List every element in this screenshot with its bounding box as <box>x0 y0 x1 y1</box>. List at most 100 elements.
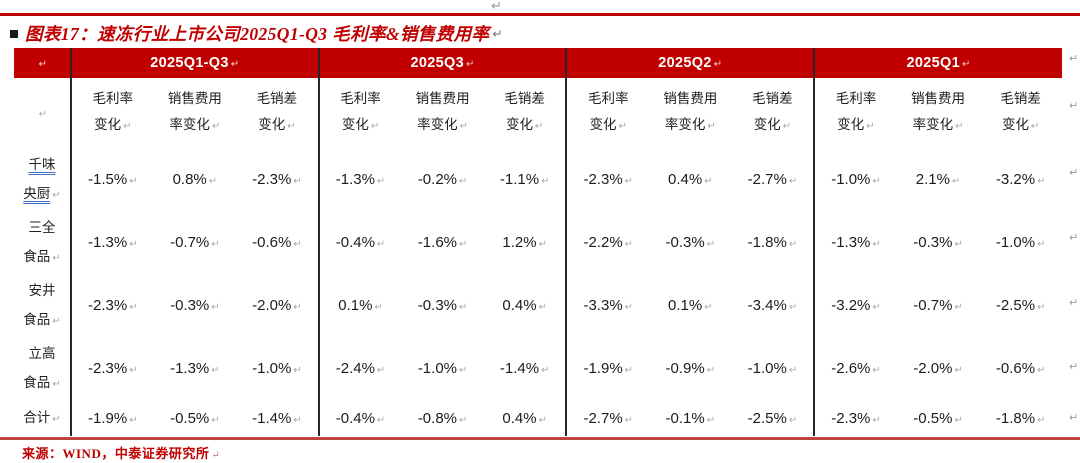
paragraph-mark-icon: ↵ <box>376 176 386 187</box>
value-cell: -1.0% ↵ <box>979 211 1062 274</box>
value-cell: -2.0% ↵ <box>236 274 319 337</box>
value-cell: -0.8% ↵ <box>401 400 484 436</box>
value-text: -0.8% <box>417 409 457 427</box>
value-cell: -0.2% ↵ <box>401 148 484 211</box>
quarter-header-2025q3: 2025Q3 ↵ <box>317 48 567 78</box>
value-text: 0.1% <box>338 297 373 314</box>
value-cell: -2.3% ↵ <box>813 400 897 436</box>
paragraph-mark-icon: ↵ <box>459 414 468 426</box>
paragraph-mark-icon: ↵ <box>955 121 964 132</box>
paragraph-mark-icon: ↵ <box>211 414 220 426</box>
value-cell: -0.7% ↵ <box>154 211 237 274</box>
value-text: -0.3% <box>665 234 705 251</box>
row-end-mark-icon: ↵ <box>1069 167 1079 179</box>
paragraph-mark-icon: ↵ <box>465 59 475 70</box>
col-header-sales-expense-ratio-change: 销售费用 率变化 ↵ <box>649 78 732 148</box>
paragraph-mark-icon: ↵ <box>788 414 798 426</box>
row-end-mark-icon: ↵ <box>1069 53 1079 65</box>
paragraph-mark-icon: ↵ <box>376 365 386 376</box>
paragraph-mark-icon: ↵ <box>618 121 627 132</box>
col-header-gross-margin-change: 毛利率 变化 ↵ <box>317 78 402 148</box>
paragraph-mark-icon: ↵ <box>459 239 468 250</box>
paragraph-mark-icon: ↵ <box>704 176 713 187</box>
value-cell: -1.9% ↵ <box>70 400 154 436</box>
value-text: -2.3% <box>88 360 128 377</box>
paragraph-mark-icon: ↵ <box>1037 365 1046 376</box>
value-text: -1.6% <box>417 234 457 251</box>
bottom-rule <box>0 437 1080 440</box>
company-name-cell: 安井 食品 ↵ <box>14 274 71 337</box>
value-cell: -0.9% ↵ <box>649 337 732 400</box>
value-text: -1.8% <box>747 234 787 251</box>
value-cell: -2.5% ↵ <box>979 274 1062 337</box>
company-name-text: 三全 <box>28 219 56 235</box>
paragraph-mark-icon: ↵ <box>129 414 138 426</box>
paragraph-mark-icon: ↵ <box>459 121 469 132</box>
paragraph-mark-icon: ↵ <box>624 414 634 426</box>
company-name-text: 立高 <box>28 345 56 361</box>
paragraph-mark-icon: ↵ <box>538 239 547 250</box>
quarter-header-2025q2: 2025Q2 ↵ <box>565 48 815 78</box>
value-text: -0.4% <box>335 234 375 251</box>
value-cell: -1.0% ↵ <box>732 337 815 400</box>
value-cell: -0.4% ↵ <box>317 400 402 436</box>
row-end-mark-icon: ↵ <box>1069 232 1079 244</box>
paragraph-mark-icon: ↵ <box>788 239 798 250</box>
paragraph-mark-icon: ↵ <box>129 365 138 376</box>
col-header-margin-sales-diff-change: 毛销差 变化 ↵ <box>483 78 567 148</box>
value-text: -0.7% <box>913 297 953 314</box>
col-header-gross-margin-change: 毛利率 变化 ↵ <box>565 78 650 148</box>
paragraph-mark-icon: ↵ <box>713 59 723 70</box>
value-text: -0.5% <box>913 409 953 427</box>
paragraph-mark-icon: ↵ <box>872 414 881 426</box>
paragraph-mark-icon: ↵ <box>129 302 138 313</box>
paragraph-mark-icon: ↵ <box>872 365 881 376</box>
corner-cell: ↵ <box>14 48 71 78</box>
value-cell: -0.7% ↵ <box>897 274 980 337</box>
value-text: -1.4% <box>499 360 540 377</box>
paragraph-mark-icon: ↵ <box>211 450 221 461</box>
value-text: -3.2% <box>831 297 871 314</box>
paragraph-mark-icon: ↵ <box>534 121 544 132</box>
company-link-text[interactable]: 央厨 <box>23 185 51 201</box>
value-cell: -2.3% ↵ <box>565 148 650 211</box>
paragraph-mark-icon: ↵ <box>374 302 383 313</box>
value-cell: 2.1% ↵ <box>897 148 980 211</box>
value-cell: -0.1% ↵ <box>649 400 732 436</box>
paragraph-mark-icon: ↵ <box>706 414 716 426</box>
paragraph-mark-icon: ↵ <box>129 176 138 187</box>
paragraph-mark-icon: ↵ <box>208 176 218 187</box>
paragraph-mark-icon: ↵ <box>376 239 386 250</box>
paragraph-mark-icon: ↵ <box>782 121 792 132</box>
value-cell: 0.4% ↵ <box>484 400 567 436</box>
company-name-text: 安井 <box>28 282 56 298</box>
company-link-text[interactable]: 千味 <box>28 156 56 172</box>
paragraph-mark-icon: ↵ <box>624 176 634 187</box>
value-text: -0.1% <box>665 409 705 427</box>
value-text: -2.6% <box>831 360 871 377</box>
paragraph-mark-icon: ↵ <box>211 365 220 376</box>
value-text: -2.0% <box>252 297 292 314</box>
value-cell: -2.0% ↵ <box>897 337 980 400</box>
paragraph-mark-icon: ↵ <box>287 121 296 132</box>
quarter-header-2025q1-q3: 2025Q1-Q3 ↵ <box>70 48 319 78</box>
col-header-sales-expense-ratio-change: 销售费用 率变化 ↵ <box>401 78 484 148</box>
paragraph-mark-icon: ↵ <box>38 59 48 70</box>
paragraph-mark-icon: ↵ <box>52 413 61 425</box>
value-cell: -2.3% ↵ <box>70 337 154 400</box>
value-cell: 0.1% ↵ <box>317 274 402 337</box>
paragraph-mark-icon: ↵ <box>961 59 971 70</box>
source-note: 来源：WIND，中泰证券研究所 ↵ <box>22 446 221 461</box>
paragraph-mark-icon: ↵ <box>872 302 881 313</box>
value-cell: -1.4% ↵ <box>236 400 319 436</box>
paragraph-mark-icon: ↵ <box>1037 176 1046 187</box>
col-header-gross-margin-change: 毛利率 变化 ↵ <box>813 78 897 148</box>
company-name-cell[interactable]: 千味 央厨 ↵ <box>14 148 71 211</box>
quarter-label: 2025Q1 <box>906 55 960 71</box>
paragraph-mark-icon: ↵ <box>538 414 547 426</box>
value-text: -2.3% <box>583 171 623 188</box>
value-text: -1.9% <box>583 360 623 377</box>
col-header-margin-sales-diff-change: 毛销差 变化 ↵ <box>979 78 1062 148</box>
value-text: -2.4% <box>335 360 375 377</box>
value-text: -1.3% <box>88 234 128 251</box>
